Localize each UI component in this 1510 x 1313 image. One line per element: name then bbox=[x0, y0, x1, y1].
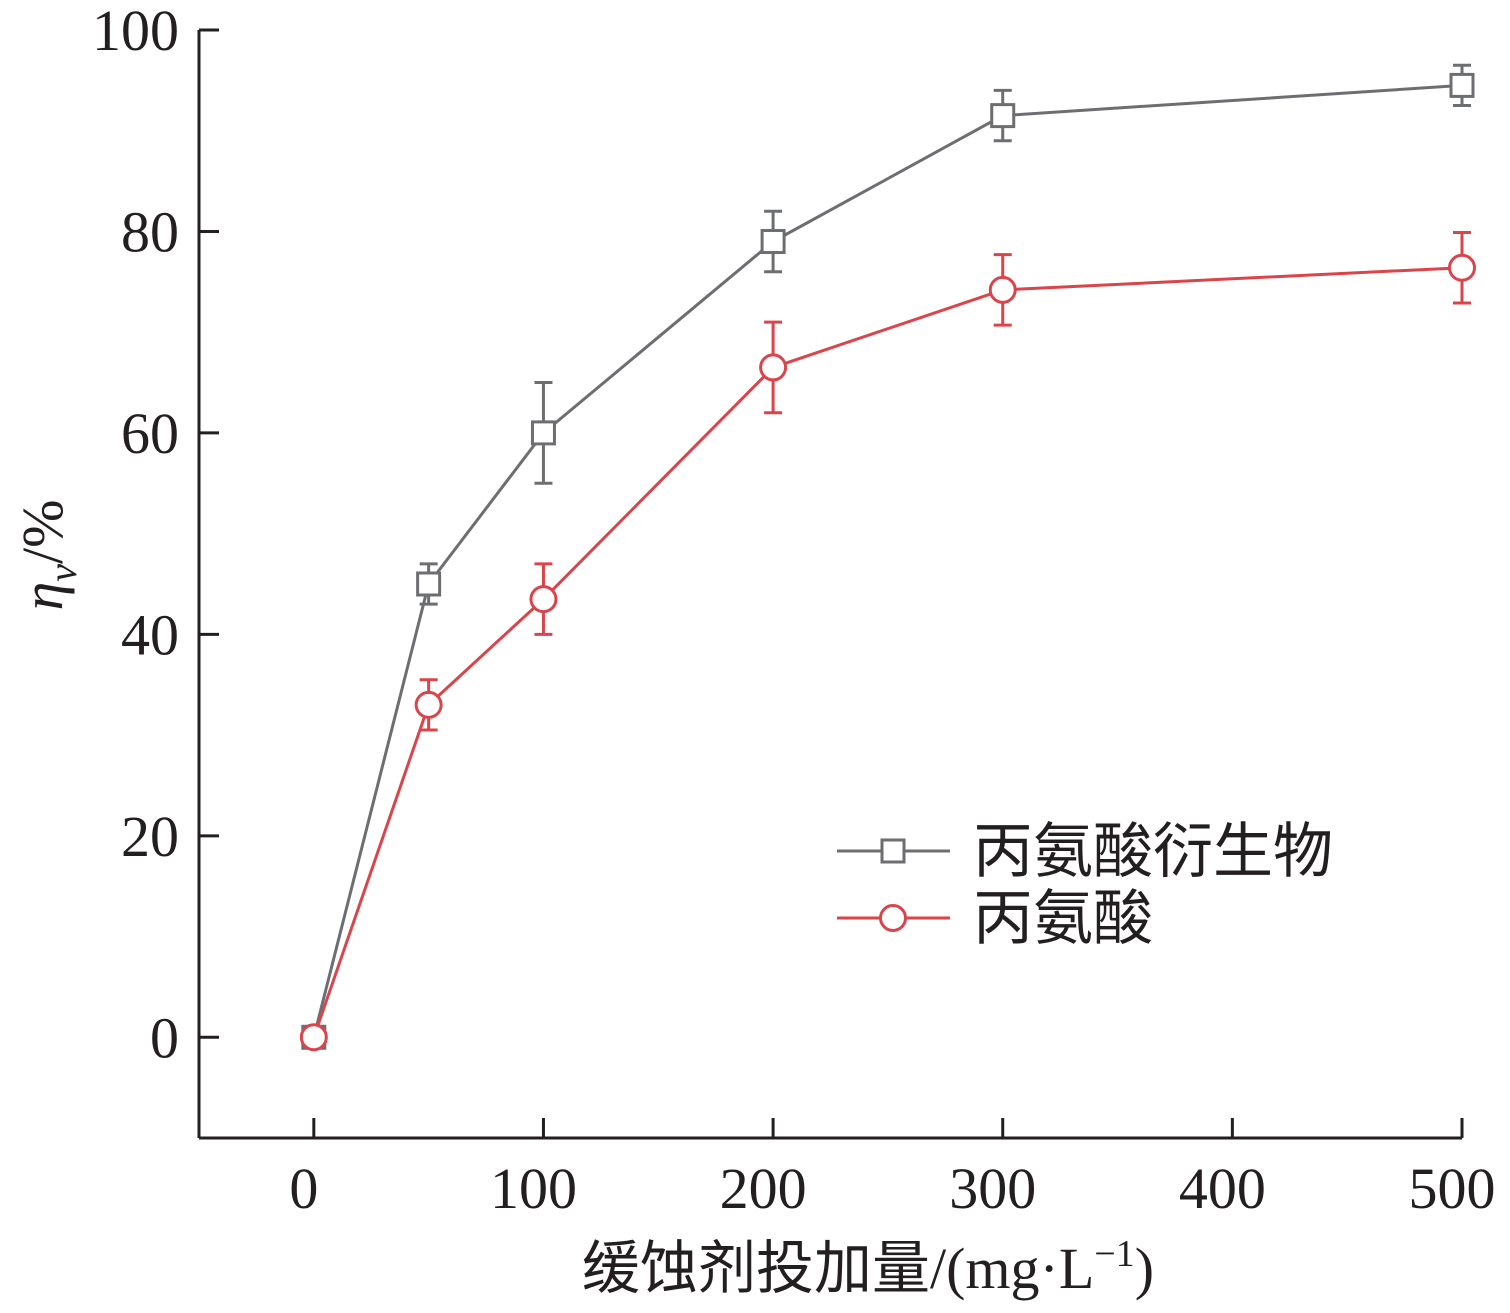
y-tick-label: 60 bbox=[121, 401, 179, 466]
data-point bbox=[414, 690, 443, 719]
x-ticks: 0 100 200 300 400 500 bbox=[289, 1118, 1496, 1221]
y-axis-symbol: η bbox=[10, 582, 75, 611]
x-tick-label: 0 bbox=[289, 1156, 318, 1221]
series-2 bbox=[299, 230, 1476, 1052]
legend-label: 丙氨酸 bbox=[973, 886, 1153, 952]
y-ticks: 0 20 40 60 80 100 bbox=[92, 0, 219, 1070]
data-point bbox=[299, 1023, 328, 1052]
y-tick-label: 0 bbox=[150, 1005, 179, 1070]
data-point bbox=[990, 103, 1016, 129]
axes: 0 20 40 60 80 100 0 100 200 300 400 500 bbox=[92, 0, 1496, 1221]
y-tick-label: 100 bbox=[92, 0, 179, 63]
x-tick-label: 300 bbox=[949, 1156, 1036, 1221]
x-tick-label: 200 bbox=[720, 1156, 807, 1221]
legend-item: 丙氨酸衍生物 bbox=[837, 819, 1333, 885]
y-axis-title: ηv/% bbox=[10, 500, 85, 611]
data-point bbox=[530, 420, 556, 446]
x-tick-label: 400 bbox=[1179, 1156, 1266, 1221]
series-line bbox=[312, 83, 1463, 1038]
x-tick-label: 100 bbox=[490, 1156, 577, 1221]
data-point bbox=[416, 571, 442, 597]
data-point bbox=[1449, 72, 1475, 98]
x-axis-title-superscript: −1 bbox=[1094, 1233, 1134, 1275]
data-point bbox=[1448, 253, 1476, 282]
x-axis-title-main: 缓蚀剂投加量/(mg·L bbox=[582, 1236, 1094, 1301]
y-tick-label: 20 bbox=[121, 804, 179, 869]
y-axis-subscript: v bbox=[40, 564, 85, 582]
x-axis-title-close: ) bbox=[1135, 1236, 1154, 1301]
data-point bbox=[759, 353, 788, 382]
x-tick-label: 500 bbox=[1409, 1156, 1496, 1221]
series-1 bbox=[301, 63, 1475, 1050]
y-tick-label: 80 bbox=[121, 199, 179, 264]
x-axis-title: 缓蚀剂投加量/(mg·L−1) bbox=[582, 1233, 1154, 1301]
circle-marker-icon bbox=[879, 904, 907, 932]
plot-series bbox=[299, 63, 1476, 1052]
legend-label: 丙氨酸衍生物 bbox=[973, 819, 1333, 885]
legend-item: 丙氨酸 bbox=[837, 886, 1153, 952]
square-marker-icon bbox=[880, 838, 906, 864]
y-axis-unit: /% bbox=[10, 500, 75, 564]
y-tick-label: 40 bbox=[121, 602, 179, 667]
data-point bbox=[988, 275, 1017, 304]
series-line bbox=[312, 266, 1463, 1038]
data-point bbox=[760, 229, 786, 255]
data-point bbox=[529, 585, 558, 614]
